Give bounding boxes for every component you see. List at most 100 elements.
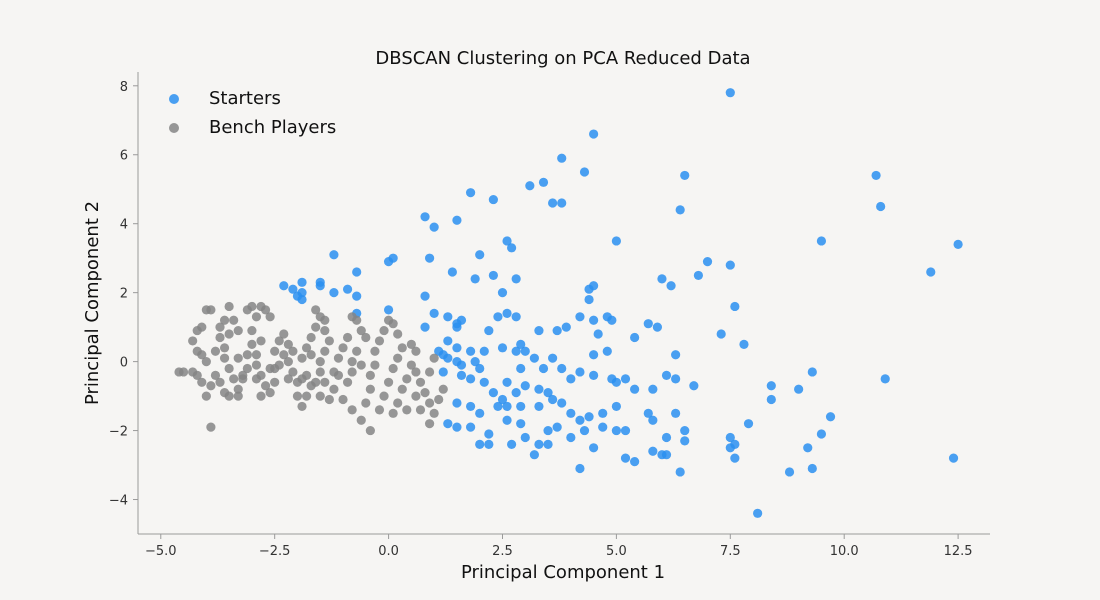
point-starters (493, 312, 503, 322)
point-starters (926, 267, 936, 277)
point-bench-players (210, 370, 221, 381)
point-bench-players (411, 346, 421, 356)
point-starters (557, 398, 567, 408)
point-starters (511, 346, 521, 356)
point-bench-players (206, 381, 216, 391)
point-starters (456, 360, 467, 370)
y-tick-label: 2 (120, 287, 128, 302)
point-starters (584, 284, 594, 294)
y-tick-label: 8 (120, 80, 128, 95)
point-bench-players (356, 325, 366, 336)
point-starters (520, 432, 530, 443)
point-starters (611, 377, 621, 387)
point-bench-players (242, 363, 252, 374)
point-starters (557, 198, 567, 208)
point-starters (730, 453, 740, 463)
point-bench-players (283, 339, 293, 349)
point-bench-players (424, 419, 435, 429)
point-starters (598, 422, 608, 432)
point-starters (675, 467, 685, 477)
point-starters (579, 425, 590, 436)
point-bench-players (251, 360, 262, 370)
point-bench-players (361, 398, 371, 408)
point-starters (465, 188, 476, 198)
point-bench-players (224, 391, 234, 401)
point-bench-players (301, 391, 312, 401)
point-starters (716, 329, 726, 339)
point-starters (420, 322, 430, 332)
point-bench-players (215, 332, 225, 343)
point-starters (493, 401, 503, 412)
point-bench-players (347, 367, 357, 377)
point-starters (880, 374, 890, 384)
point-starters (297, 294, 307, 305)
point-starters (661, 370, 672, 381)
point-starters (803, 443, 813, 453)
point-bench-players (370, 346, 380, 356)
point-bench-players (406, 339, 416, 349)
point-bench-players (233, 325, 243, 336)
point-starters (438, 367, 448, 377)
x-tick-label: 12.5 (944, 544, 973, 559)
point-bench-players (265, 363, 275, 374)
point-bench-players (188, 336, 198, 346)
point-bench-players (270, 346, 280, 356)
point-starters (465, 374, 476, 384)
point-starters (602, 346, 612, 356)
point-starters (511, 388, 521, 398)
point-bench-players (333, 353, 344, 363)
point-starters (620, 453, 631, 463)
point-bench-players (192, 370, 202, 381)
point-bench-players (279, 350, 289, 360)
point-bench-players (311, 305, 321, 315)
point-bench-players (402, 405, 412, 415)
point-starters (807, 463, 817, 474)
point-bench-players (352, 346, 362, 356)
point-starters (534, 401, 544, 412)
point-bench-players (356, 415, 366, 425)
point-starters (352, 291, 362, 301)
point-bench-players (192, 346, 202, 356)
point-bench-players (311, 322, 321, 332)
point-bench-players (393, 329, 403, 339)
point-bench-players (393, 398, 403, 408)
point-bench-players (251, 312, 262, 322)
x-axis-ticks: −5.0 −2.5 0.0 2.5 5.0 7.5 10.0 12.5 (145, 534, 973, 559)
point-bench-players (429, 408, 439, 418)
point-starters (725, 432, 735, 443)
point-bench-players (393, 353, 403, 363)
point-starters (502, 415, 512, 425)
point-bench-players (352, 315, 362, 325)
point-starters (552, 422, 562, 432)
point-starters (825, 412, 836, 422)
point-starters (479, 346, 489, 356)
point-starters (661, 432, 672, 443)
point-starters (452, 215, 462, 225)
point-starters (675, 205, 685, 215)
y-tick-label: 0 (120, 356, 128, 371)
point-bench-players (379, 391, 389, 401)
point-starters (579, 167, 590, 177)
point-starters (725, 88, 735, 98)
point-starters (420, 212, 430, 222)
point-starters (507, 439, 517, 449)
point-starters (725, 443, 735, 453)
point-starters (589, 443, 599, 453)
point-starters (534, 384, 544, 394)
legend-marker-starters (169, 94, 179, 104)
point-starters (584, 412, 594, 422)
point-bench-players (361, 332, 371, 343)
x-tick-label: 10.0 (830, 544, 859, 559)
point-bench-players (347, 405, 357, 415)
point-bench-players (301, 343, 312, 353)
point-bench-players (388, 319, 398, 329)
point-starters (816, 429, 827, 439)
point-starters (288, 284, 298, 294)
point-bench-players (320, 315, 330, 325)
point-bench-players (320, 325, 330, 336)
point-starters (743, 419, 754, 429)
point-starters (452, 322, 462, 332)
point-starters (516, 419, 526, 429)
point-starters (607, 315, 617, 325)
